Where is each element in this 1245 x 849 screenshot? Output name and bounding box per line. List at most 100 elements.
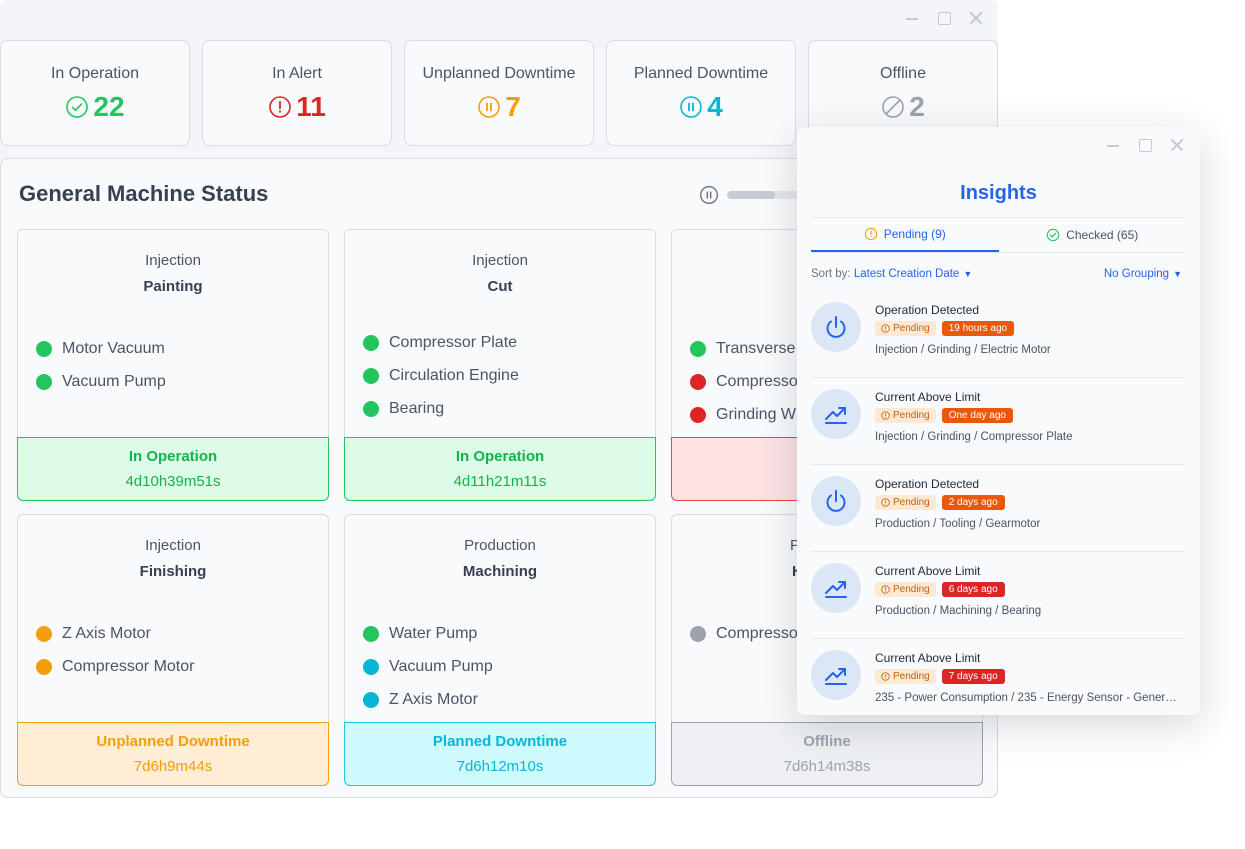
insight-body: Operation Detected Pending 2 days ago Produ… [875,476,1186,530]
machine-group: P [790,537,801,554]
close-icon[interactable] [968,10,984,26]
info-circle-icon [881,585,890,594]
pending-label: Pending [893,671,930,682]
component-item: Compressor [690,365,974,398]
age-badge: One day ago [941,408,1013,423]
summary-count: 22 [93,91,125,122]
minimize-icon[interactable] [904,10,920,26]
machine-status-bar: Unplanned Downtime 7d6h9m44s [17,722,329,786]
machine-status-duration: 7d6h9m44s [133,758,213,775]
summary-card-in-operation[interactable]: In Operation 22 [0,40,190,146]
machine-status-label: Unplanned Downtime [96,733,250,750]
status-summary-row: In Operation 22 In Alert 11 Unplanned Do… [0,40,998,146]
component-list: Transverse M Compressor Grinding Wh [690,332,974,432]
component-item: Transverse M [690,332,974,365]
insight-item[interactable]: Operation Detected Pending 2 days ago Produ… [811,465,1186,552]
insight-item[interactable]: Operation Detected Pending 19 hours ago Inj… [811,291,1186,378]
insights-title: Insights [960,182,1037,204]
insight-path: 235 - Power Consumption / 235 - Energy S… [875,692,1180,704]
machine-card[interactable]: Injection Painting Motor Vacuum Vacuum P… [17,229,329,501]
insight-item[interactable]: Current Above Limit Pending One day ago Inj… [811,378,1186,465]
machine-card[interactable]: Injection Cut Compressor Plate Circulati… [344,229,656,501]
grouping-value: No Grouping [1103,268,1170,280]
insight-body: Current Above Limit Pending 7 days ago 235 … [875,650,1186,704]
pause-circle-icon [478,96,501,118]
component-item: Vacuum Pump [363,650,647,683]
component-item: Compressor [690,617,974,650]
machine-name: Painting [143,278,203,295]
component-item: Z Axis Motor [36,617,320,650]
insight-path: Production / Machining / Bearing [875,605,1042,617]
insight-body: Operation Detected Pending 19 hours ago Inj… [875,302,1186,356]
machine-status-duration: 7d6h12m10s [456,758,544,775]
insight-path: Injection / Grinding / Electric Motor [875,344,1051,356]
summary-value: 7 [405,91,593,123]
status-dot [363,401,379,418]
insight-icon-circle [811,302,861,352]
info-circle-icon [864,227,877,241]
insight-body: Current Above Limit Pending 6 days ago Prod… [875,563,1186,617]
insight-item[interactable]: Current Above Limit Pending 7 days ago 235 … [811,639,1186,715]
machine-status-label: Offline [803,733,851,750]
component-label: Z Axis Motor [389,691,478,709]
component-label: Vacuum Pump [62,373,166,391]
machine-card[interactable]: Production Machining Water Pump Vacuum P… [344,514,656,786]
insight-body: Current Above Limit Pending One day ago Inj… [875,389,1186,443]
machine-status-bar: Offline 7d6h14m38s [671,722,983,786]
status-dot [36,625,52,642]
component-label: Bearing [389,400,445,418]
pending-badge: Pending [875,495,936,510]
age-badge: 2 days ago [941,495,1005,510]
sort-value: Latest Creation Date [853,268,960,280]
machine-name: Machining [462,563,538,580]
component-label: Circulation Engine [389,367,519,385]
maximize-icon[interactable] [936,10,952,26]
insight-path: Injection / Grinding / Compressor Plate [875,431,1073,443]
chevron-down-icon: ▼ [963,269,973,279]
summary-count: 2 [909,91,925,122]
insight-title: Current Above Limit [875,651,981,665]
insight-badges: Pending 6 days ago [875,582,1186,597]
close-icon[interactable] [1169,137,1185,153]
summary-count: 11 [296,91,326,122]
summary-card-unplanned-downtime[interactable]: Unplanned Downtime 7 [404,40,594,146]
insight-item[interactable]: Current Above Limit Pending 6 days ago Prod… [811,552,1186,639]
component-item: Circulation Engine [363,359,647,392]
machine-status-label: Planned Downtime [432,733,568,750]
component-label: Water Pump [389,624,478,642]
maximize-icon[interactable] [1137,137,1153,153]
status-dot [363,625,379,642]
pause-circle-icon[interactable] [699,185,719,205]
summary-value: 2 [809,91,997,123]
tab-checked[interactable]: Checked (65) [999,218,1187,252]
grouping-dropdown[interactable]: No Grouping ▼ [1104,268,1182,280]
info-circle-icon [881,324,890,333]
minimize-icon[interactable] [1105,137,1121,153]
trend-up-icon [825,581,847,598]
summary-value: 11 [203,91,391,123]
summary-label: Unplanned Downtime [422,65,576,82]
pending-label: Pending [893,410,930,421]
status-dot [36,374,52,391]
insights-tabs: Pending (9) Checked (65) [811,217,1186,253]
summary-card-in-alert[interactable]: In Alert 11 [202,40,392,146]
component-list: Compressor [690,617,974,650]
component-item: Bearing [363,393,647,426]
check-circle-icon [1047,228,1060,242]
window-controls [1105,137,1185,153]
power-icon [826,316,846,338]
insight-badges: Pending 19 hours ago [875,321,1186,336]
tab-pending[interactable]: Pending (9) [811,218,999,252]
component-item: Vacuum Pump [36,365,320,398]
status-dot [363,368,379,385]
status-dot [36,340,52,357]
sort-dropdown[interactable]: Latest Creation Date ▼ [854,268,972,280]
auto-rotate-control [699,185,847,205]
machine-card[interactable]: Injection Finishing Z Axis Motor Compres… [17,514,329,786]
pending-label: Pending [893,497,930,508]
age-badge: 19 hours ago [941,321,1015,336]
summary-card-planned-downtime[interactable]: Planned Downtime 4 [606,40,796,146]
component-list: Water Pump Vacuum Pump Z Axis Motor [363,617,647,717]
info-circle-icon [881,672,890,681]
component-item: Grinding Wh [690,399,974,432]
